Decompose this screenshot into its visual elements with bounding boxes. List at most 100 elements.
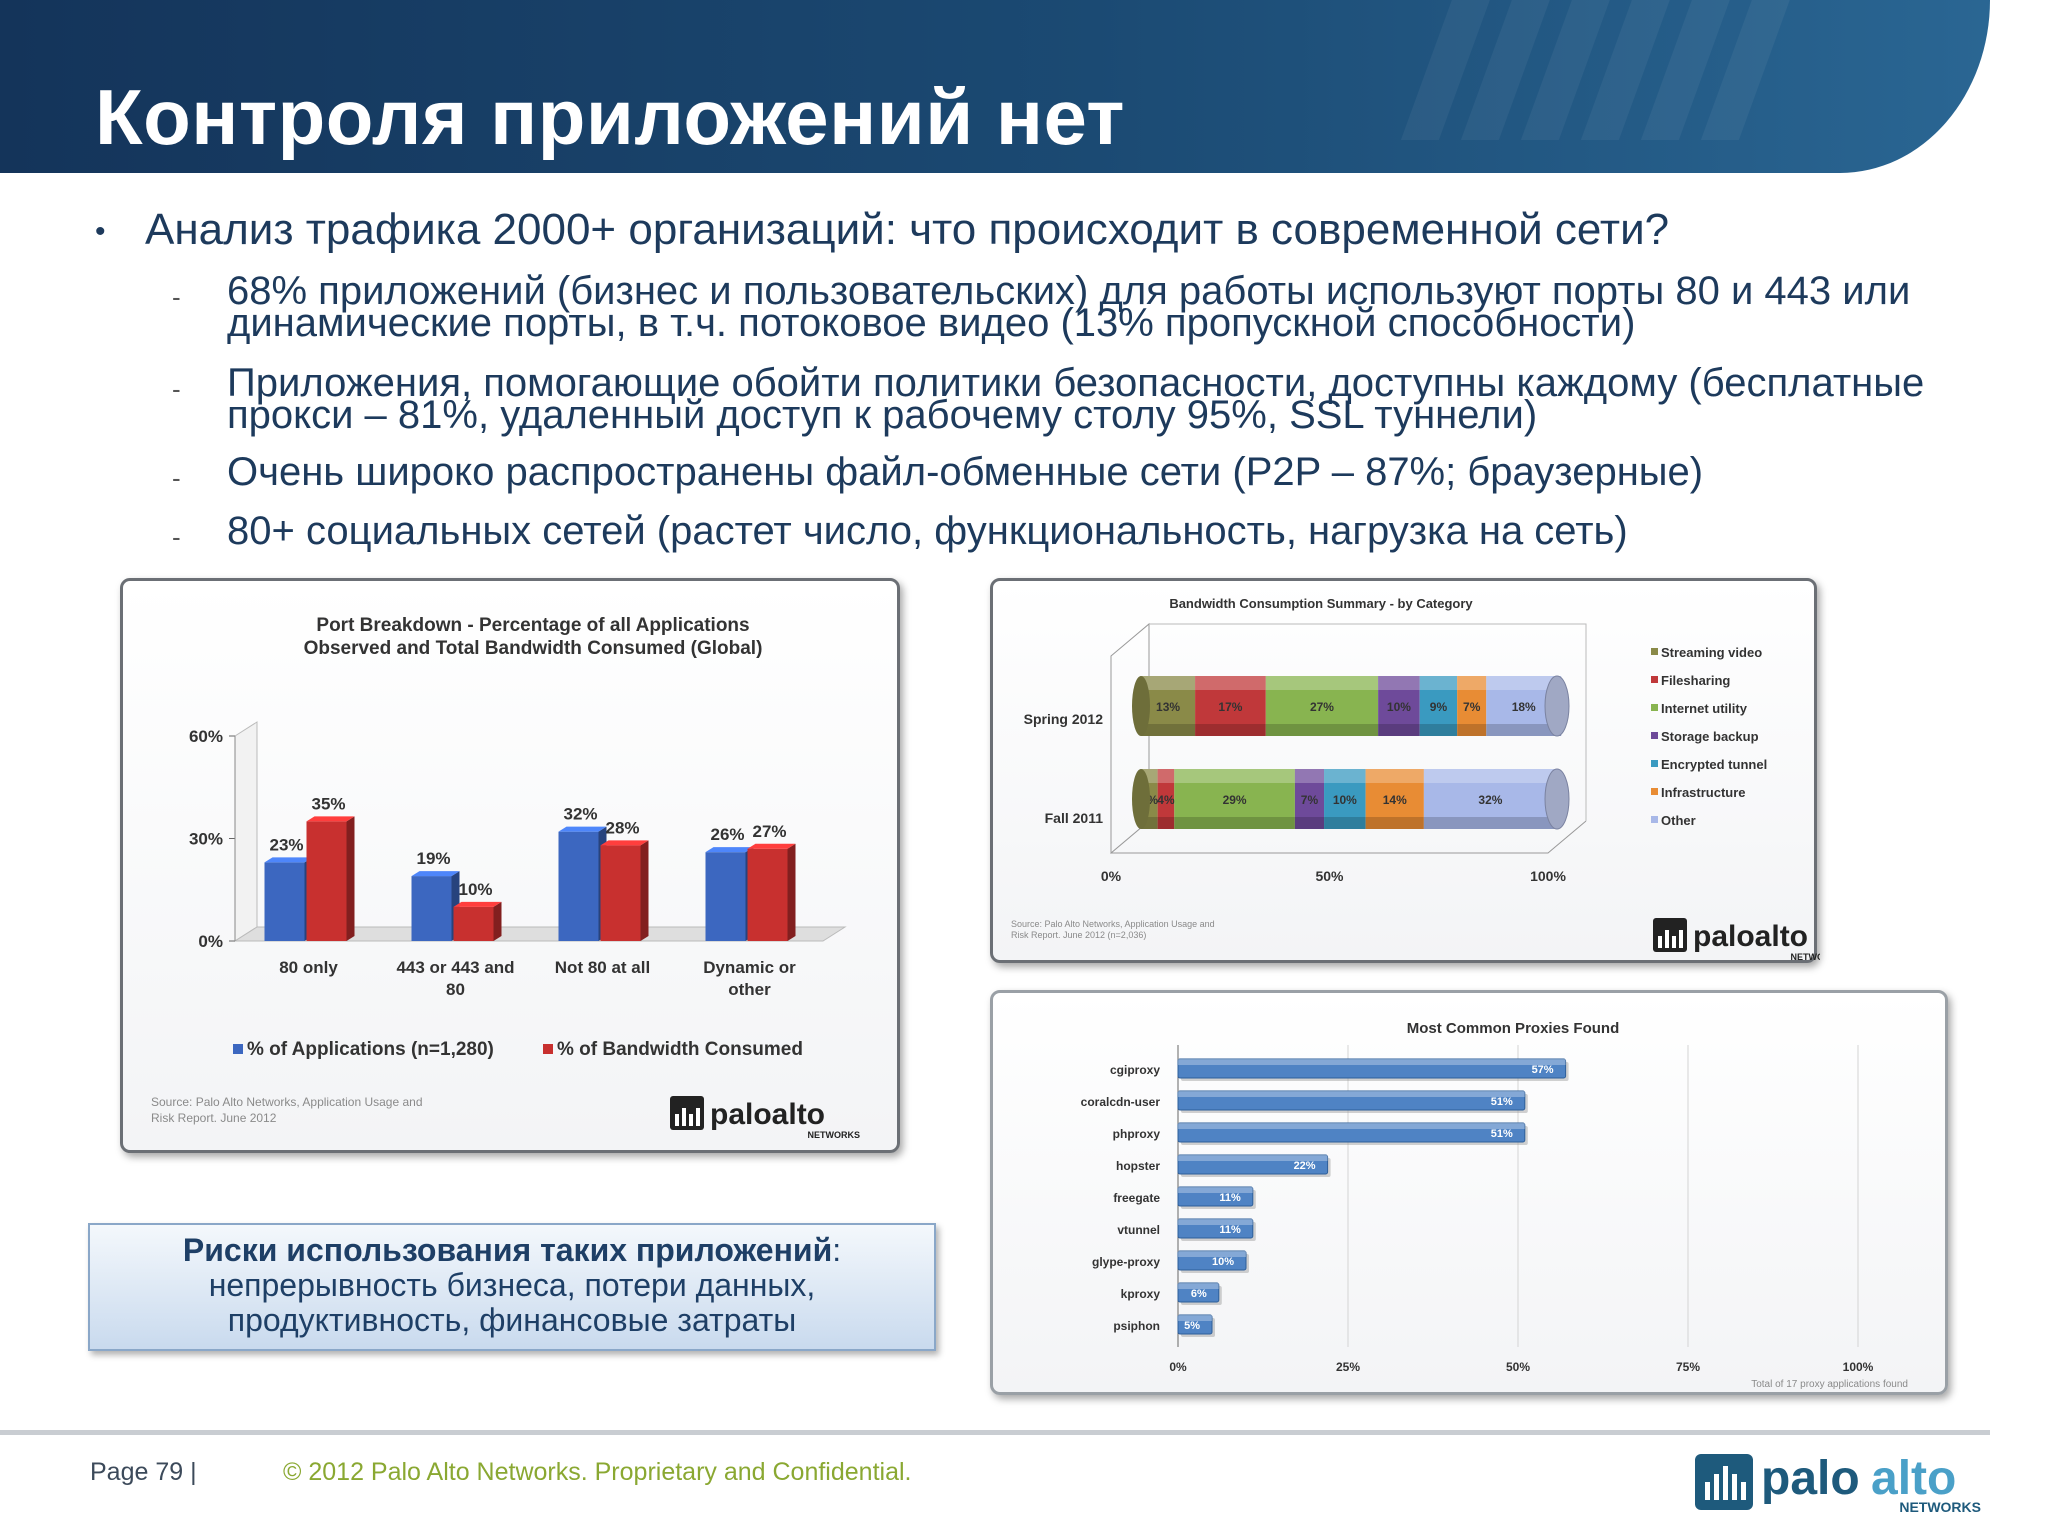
paloalto-logo: palo alto NETWORKS: [1695, 1452, 1981, 1514]
data-label: 11%: [1219, 1224, 1241, 1236]
y-tick-label: 30%: [189, 830, 223, 849]
category-label: kproxy: [1121, 1287, 1161, 1301]
sub-bullet-1-line1: 68% приложений (бизнес и пользовательски…: [227, 269, 1911, 313]
data-label: 10%: [1333, 793, 1357, 807]
bar: [600, 845, 641, 941]
segment-highlight: [1423, 769, 1557, 783]
segment-highlight: [1265, 676, 1379, 690]
category-label: phproxy: [1113, 1127, 1161, 1141]
legend-swatch: [1651, 704, 1658, 711]
bar-highlight: [1178, 1219, 1253, 1225]
logo-text-alto: alto: [1871, 1452, 1956, 1505]
stack-segment: [1457, 676, 1487, 736]
risk-callout: Риски использования таких приложений: не…: [88, 1223, 936, 1351]
bar: [453, 906, 494, 941]
data-label: 7%: [1301, 793, 1319, 807]
data-label: 28%: [605, 818, 639, 837]
category-label: coralcdn-user: [1081, 1095, 1161, 1109]
bar-highlight: [1178, 1315, 1212, 1321]
logo-bar-icon: [1672, 936, 1676, 948]
bandwidth-svg: Bandwidth Consumption Summary - by Categ…: [1011, 596, 1821, 962]
bar-side: [787, 843, 796, 941]
slide-header: Контроля приложений нет: [0, 0, 1990, 173]
x-tick-label: Not 80 at all: [555, 958, 650, 977]
data-label: 9%: [1430, 700, 1448, 714]
sub-bullet-2-line2: прокси – 81%, удаленный доступ к рабочем…: [227, 393, 1538, 437]
segment-shadow: [1141, 724, 1196, 736]
segment-shadow: [1174, 817, 1295, 829]
x-tick-label: 443 or 443 and: [396, 958, 514, 977]
chart-title: Bandwidth Consumption Summary - by Categ…: [1169, 596, 1473, 611]
dash-icon: -: [172, 463, 181, 493]
cylinder-start: [1132, 676, 1150, 736]
category-label: glype-proxy: [1092, 1255, 1160, 1269]
data-label: 29%: [1223, 793, 1247, 807]
dash-icon: -: [172, 374, 181, 404]
segment-highlight: [1324, 769, 1366, 783]
bar-top: [600, 840, 649, 846]
dash-icon: -: [172, 282, 181, 312]
bar: [558, 831, 599, 941]
logo-bar-icon: [689, 1114, 693, 1126]
bar-side: [640, 840, 649, 941]
sub-bullet-2-line1: Приложения, помогающие обойти политики б…: [227, 361, 1925, 405]
data-label: 4%: [1157, 793, 1175, 807]
segment-shadow: [1324, 817, 1366, 829]
logo-bar-icon: [1665, 930, 1669, 948]
segment-shadow: [1378, 724, 1420, 736]
risk-line-3: продуктивность, финансовые затраты: [227, 1302, 797, 1338]
category-label: cgiproxy: [1110, 1063, 1160, 1077]
bar-top: [306, 816, 355, 822]
segment-shadow: [1486, 724, 1562, 736]
data-label: 6%: [1191, 1288, 1207, 1300]
data-label: 13%: [1156, 700, 1180, 714]
segment-highlight: [1195, 676, 1266, 690]
data-label: 17%: [1218, 700, 1242, 714]
bar: [1177, 1058, 1567, 1079]
data-label: 18%: [1512, 700, 1536, 714]
data-label: 27%: [752, 822, 786, 841]
bar: [1177, 1218, 1254, 1239]
logo-subtext: NETWORKS: [1791, 952, 1821, 962]
legend-label: Storage backup: [1661, 729, 1759, 744]
logo-text: paloalto: [710, 1098, 825, 1131]
bar: [411, 876, 452, 941]
legend-swatch: [1651, 676, 1658, 683]
category-label: psiphon: [1113, 1319, 1160, 1333]
category-label: freegate: [1113, 1191, 1160, 1205]
x-tick-label: 0%: [1169, 1360, 1187, 1374]
proxies-svg: Most Common Proxies Found 0% 25% 50% 75% 100%…: [1081, 1020, 1908, 1390]
legend-label: Infrastructure: [1661, 785, 1746, 800]
bar-top: [411, 871, 460, 877]
bar-side: [493, 901, 502, 941]
cylinder-start: [1132, 769, 1150, 829]
bar: [1177, 1186, 1254, 1207]
data-label: 10%: [458, 880, 492, 899]
segment-shadow: [1423, 817, 1557, 829]
data-label: 26%: [710, 825, 744, 844]
risk-colon: :: [832, 1232, 842, 1268]
stack-segment: [1378, 676, 1420, 736]
segment-highlight: [1174, 769, 1295, 783]
logo-bar-icon: [675, 1114, 679, 1126]
data-label: 35%: [311, 794, 345, 813]
stack-segment: [1423, 769, 1557, 829]
x-tick-label: 25%: [1336, 1360, 1360, 1374]
legend-swatch: [1651, 732, 1658, 739]
legend-swatch: [1651, 648, 1658, 655]
bar-top: [453, 901, 502, 907]
source-note: Risk Report. June 2012 (n=2,036): [1011, 930, 1146, 940]
source-note: Source: Palo Alto Networks, Application …: [1011, 919, 1215, 929]
x-tick-label: 80: [446, 980, 465, 999]
legend-label: Filesharing: [1661, 673, 1730, 688]
logo-bar-icon: [682, 1108, 686, 1126]
bar-highlight: [1178, 1251, 1246, 1257]
bar-highlight: [1178, 1059, 1566, 1065]
stack-segment: [1141, 676, 1196, 736]
chart-subtitle: Observed and Total Bandwidth Consumed (G…: [304, 638, 763, 659]
legend-swatch: [233, 1044, 243, 1054]
stack-segment: [1195, 676, 1266, 736]
logo-text: paloalto: [1693, 920, 1808, 953]
cylinder-cap: [1544, 675, 1570, 737]
segment-highlight: [1457, 676, 1487, 690]
